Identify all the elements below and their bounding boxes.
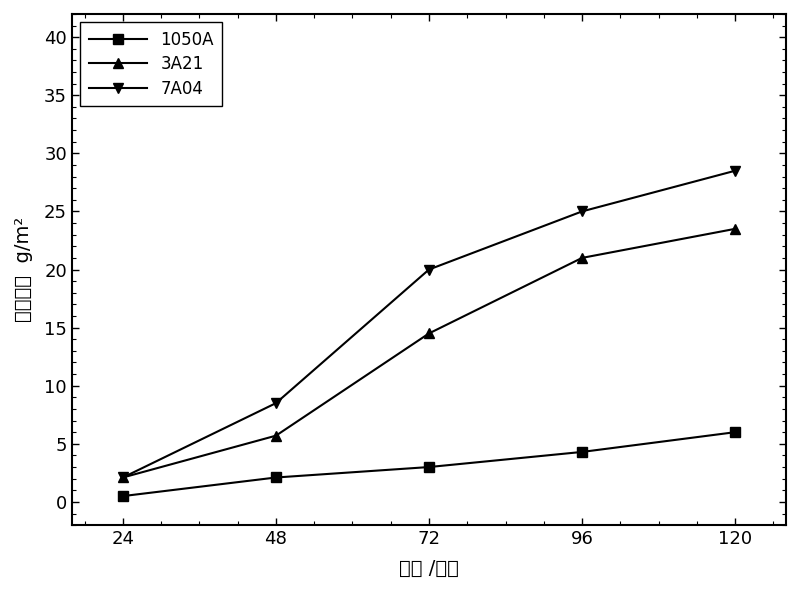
Line: 7A04: 7A04 xyxy=(118,166,740,482)
Y-axis label: 腐蚀失重  g/m²: 腐蚀失重 g/m² xyxy=(14,217,33,322)
Legend: 1050A, 3A21, 7A04: 1050A, 3A21, 7A04 xyxy=(80,22,222,106)
Line: 3A21: 3A21 xyxy=(118,224,740,482)
3A21 xyxy=(578,255,587,262)
7A04 xyxy=(578,208,587,215)
Line: 1050A: 1050A xyxy=(118,427,740,501)
1050A xyxy=(730,429,740,436)
3A21 xyxy=(271,432,281,439)
3A21 xyxy=(730,226,740,233)
3A21 xyxy=(424,330,434,337)
7A04 xyxy=(730,167,740,174)
7A04 xyxy=(424,266,434,273)
1050A xyxy=(578,448,587,455)
1050A xyxy=(271,474,281,481)
7A04 xyxy=(271,400,281,407)
1050A xyxy=(424,464,434,471)
X-axis label: 时间 /小时: 时间 /小时 xyxy=(399,559,459,578)
3A21 xyxy=(118,474,128,481)
1050A xyxy=(118,493,128,500)
7A04 xyxy=(118,474,128,481)
